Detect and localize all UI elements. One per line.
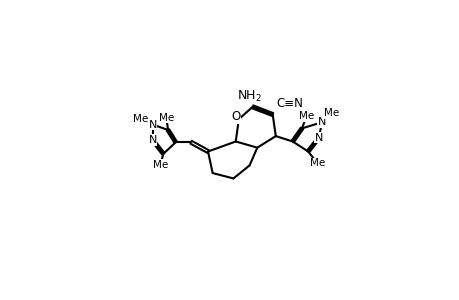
Text: N: N bbox=[148, 135, 157, 145]
Text: Me: Me bbox=[158, 112, 174, 123]
Text: Me: Me bbox=[132, 114, 148, 124]
Text: NH$_2$: NH$_2$ bbox=[236, 88, 262, 104]
Text: C≡N: C≡N bbox=[275, 97, 302, 110]
Text: O: O bbox=[230, 110, 240, 123]
Text: N: N bbox=[317, 117, 325, 127]
Text: Me: Me bbox=[309, 158, 325, 168]
Text: Me: Me bbox=[152, 160, 168, 170]
Text: N: N bbox=[314, 133, 322, 142]
Text: N: N bbox=[148, 119, 157, 130]
Text: Me: Me bbox=[323, 108, 338, 118]
Text: Me: Me bbox=[298, 111, 313, 121]
